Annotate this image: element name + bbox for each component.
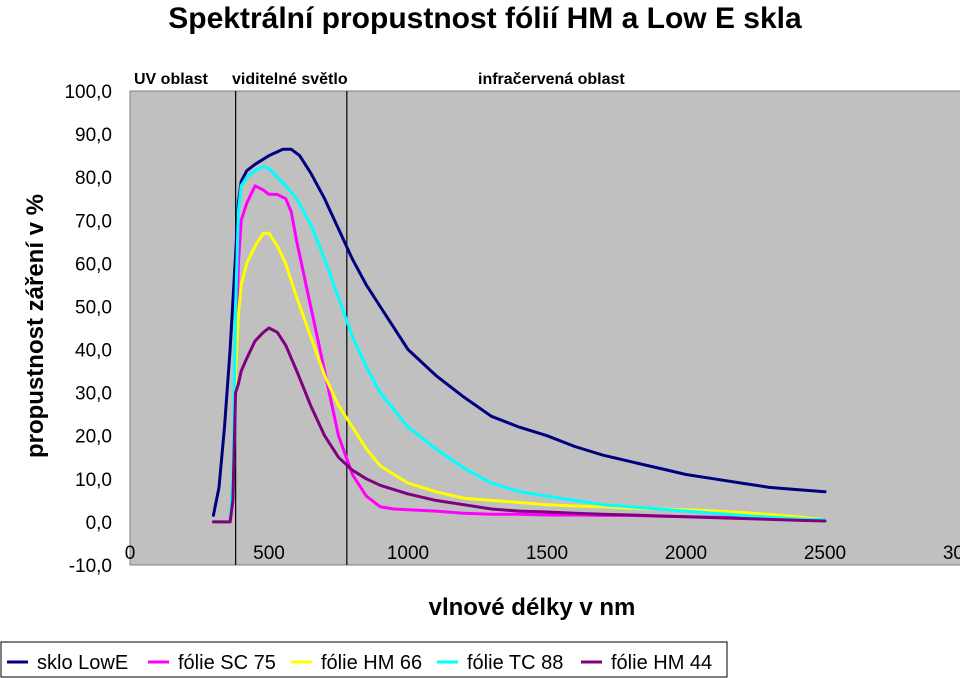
series-lines xyxy=(211,147,827,524)
y-tick-label: 20,0 xyxy=(75,427,112,448)
x-tick-label: 0 xyxy=(125,543,136,564)
y-tick-label: 90,0 xyxy=(75,125,112,146)
region-label-uv: UV oblast xyxy=(134,71,208,88)
y-axis-title: propustnost záření v % xyxy=(22,194,49,458)
x-tick-label: 2500 xyxy=(804,543,846,564)
series-line-2 xyxy=(211,231,827,524)
x-tick-label: 2000 xyxy=(665,543,707,564)
legend-label-4: fólie HM 44 xyxy=(611,652,712,674)
legend-items: sklo LowE fólie SC 75 fólie HM 66 fólie TC … xyxy=(7,652,712,674)
x-tick-label: 500 xyxy=(253,543,285,564)
legend-label-0: sklo LowE xyxy=(37,652,128,674)
y-tick-label: 50,0 xyxy=(75,297,112,318)
x-tick-label: 1500 xyxy=(526,543,568,564)
y-tick-label: -10,0 xyxy=(69,556,112,577)
region-label-infrared: infračervená oblast xyxy=(478,71,625,88)
y-tick-label: 10,0 xyxy=(75,470,112,491)
x-axis-title: vlnové délky v nm xyxy=(429,594,636,621)
y-tick-label: 40,0 xyxy=(75,341,112,362)
x-tick-label: 1000 xyxy=(387,543,429,564)
y-axis-ticks: 100,0 90,0 80,0 70,0 60,0 50,0 40,0 30,0 20,0 10,… xyxy=(64,82,112,577)
series-line-4 xyxy=(211,326,827,524)
series-line-3 xyxy=(211,164,827,524)
plot-area xyxy=(129,90,960,566)
x-tick-label: 3000 xyxy=(943,543,960,564)
y-tick-label: 0,0 xyxy=(86,513,112,534)
y-tick-label: 70,0 xyxy=(75,211,112,232)
chart-title: Spektrální propustnost fólií HM a Low E … xyxy=(168,2,802,35)
legend-label-2: fólie HM 66 xyxy=(321,652,422,674)
y-tick-label: 100,0 xyxy=(64,82,112,103)
region-label-visible: viditelné světlo xyxy=(232,71,348,88)
legend-label-1: fólie SC 75 xyxy=(178,652,276,674)
y-tick-label: 30,0 xyxy=(75,384,112,405)
legend-label-3: fólie TC 88 xyxy=(467,652,563,674)
y-tick-label: 60,0 xyxy=(75,254,112,275)
x-axis-ticks: 0 500 1000 1500 2000 2500 3000 xyxy=(125,543,960,564)
y-tick-label: 80,0 xyxy=(75,168,112,189)
legend xyxy=(0,641,728,678)
